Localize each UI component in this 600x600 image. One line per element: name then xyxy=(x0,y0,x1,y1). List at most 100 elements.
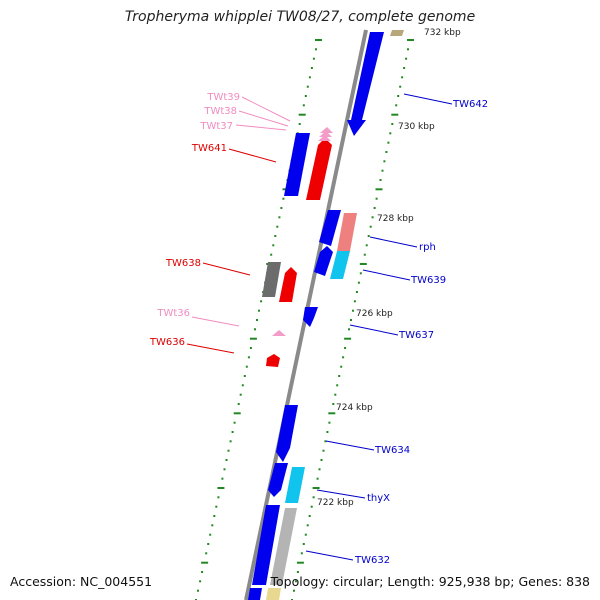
feature-TW632-blue[interactable] xyxy=(252,505,280,585)
scale-tick xyxy=(375,188,383,191)
feature-TW636-arrow[interactable] xyxy=(266,354,280,367)
scale-tick xyxy=(315,39,322,41)
feature-thyX-cyan[interactable] xyxy=(285,467,305,503)
scale-tick xyxy=(353,300,356,303)
feature-TW638-red-arrow[interactable] xyxy=(279,267,297,302)
scale-tick xyxy=(217,496,220,499)
gene-label-TWt37[interactable]: TWt37 xyxy=(199,121,233,132)
feature-TW642-arrow[interactable] xyxy=(347,32,384,136)
scale-tick xyxy=(278,216,281,219)
scale-label-726: 726 kbp xyxy=(356,309,393,319)
feature-TW637-arrow[interactable] xyxy=(303,307,318,327)
scale-tick xyxy=(231,431,234,433)
feature-TW639-blue-arrow[interactable] xyxy=(314,246,333,276)
gene-label-TW642[interactable]: TW642 xyxy=(452,99,488,110)
scale-tick xyxy=(385,151,388,153)
scale-tick xyxy=(407,39,414,41)
feature-TW639-cyan[interactable] xyxy=(330,251,350,279)
scale-tick xyxy=(298,123,301,125)
gene-label-thyX[interactable]: thyX xyxy=(367,493,390,504)
scale-tick xyxy=(237,403,240,405)
gene-label-TW639[interactable]: TW639 xyxy=(410,275,446,286)
scale-tick xyxy=(334,393,337,396)
scale-tick xyxy=(282,197,285,200)
scale-tick xyxy=(395,104,398,107)
scale-tick xyxy=(350,319,352,321)
scale-tick xyxy=(306,524,309,527)
scale-tick xyxy=(322,449,325,452)
gene-label-rph[interactable]: rph xyxy=(419,242,436,253)
scale-tick xyxy=(304,533,307,536)
leader-thyX xyxy=(316,489,366,499)
scale-tick xyxy=(336,384,339,387)
leader-TWt38 xyxy=(238,110,289,127)
scale-tick xyxy=(217,487,225,489)
scale-label-724: 724 kbp xyxy=(336,403,373,413)
scale-tick xyxy=(407,48,409,51)
scale-tick xyxy=(256,319,258,321)
gene-label-TW641[interactable]: TW641 xyxy=(191,143,227,154)
scale-tick xyxy=(241,384,244,387)
scale-tick xyxy=(375,197,378,200)
trna-TWt37-arrow[interactable] xyxy=(318,135,331,141)
feature-TW641-pseudo-arrow[interactable] xyxy=(306,138,332,200)
scale-tick xyxy=(365,244,368,247)
scale-tick xyxy=(258,309,260,312)
gene-labels: TW642 TWt39 TWt38 TWt37 TW641 rph TW638 … xyxy=(149,92,488,566)
scale-tick xyxy=(296,571,299,573)
gene-label-TWt39[interactable]: TWt39 xyxy=(206,92,240,103)
feature-TW632-gray[interactable] xyxy=(270,508,297,585)
feature-rph-blue-arrow[interactable] xyxy=(319,210,341,246)
map-title: Tropheryma whipplei TW08/27, complete ge… xyxy=(124,9,476,25)
gene-label-TW638[interactable]: TW638 xyxy=(165,258,201,269)
trna-TWt36-arrow[interactable] xyxy=(272,330,286,336)
scale-tick xyxy=(213,515,216,517)
gene-label-TW634[interactable]: TW634 xyxy=(374,445,410,456)
leader-TWt36 xyxy=(191,316,240,327)
leader-TW642 xyxy=(403,93,453,105)
scale-tick xyxy=(312,496,315,499)
scale-tick xyxy=(401,76,404,79)
scale-label-732: 732 kbp xyxy=(424,28,461,38)
feature-gray-top[interactable] xyxy=(390,30,404,36)
scale-tick xyxy=(310,505,313,508)
scale-tick xyxy=(391,123,394,125)
trna-TWt39-arrow[interactable] xyxy=(320,127,333,133)
feature-TW638-gray[interactable] xyxy=(262,262,281,297)
scale-tick xyxy=(247,356,250,359)
trna-TWt38-arrow[interactable] xyxy=(319,131,332,137)
scale-tick xyxy=(344,347,347,349)
scale-tick xyxy=(340,365,343,368)
feature-bottom-tan[interactable] xyxy=(266,588,281,600)
scale-tick xyxy=(300,552,303,555)
scale-tick xyxy=(371,216,374,219)
scale-label-722: 722 kbp xyxy=(317,498,354,508)
gene-label-TWt38[interactable]: TWt38 xyxy=(203,106,237,117)
scale-tick xyxy=(405,57,408,60)
leader-rph xyxy=(369,236,418,248)
gene-label-TW632[interactable]: TW632 xyxy=(354,555,390,566)
scale-tick xyxy=(276,225,279,228)
feature-bottom-blue[interactable] xyxy=(248,588,262,600)
gene-label-TW636[interactable]: TW636 xyxy=(149,337,185,348)
scale-tick xyxy=(379,179,382,181)
scale-tick xyxy=(359,272,362,275)
topology-text: Topology: circular; Length: 925,938 bp; … xyxy=(270,574,591,589)
feature-thyX-blue-arrow[interactable] xyxy=(268,463,288,497)
scale-tick xyxy=(302,543,305,545)
gene-label-TW637[interactable]: TW637 xyxy=(398,330,434,341)
leader-lines xyxy=(186,93,453,561)
feature-TW634-arrow[interactable] xyxy=(276,405,298,462)
scale-tick xyxy=(302,104,305,107)
gene-label-TWt36[interactable]: TWt36 xyxy=(156,308,190,319)
feature-rph-salmon[interactable] xyxy=(337,213,357,251)
scale-tick xyxy=(199,580,202,583)
feature-TW641-arrow[interactable] xyxy=(284,133,310,196)
scale-tick xyxy=(363,253,366,256)
scale-tick xyxy=(249,337,257,340)
leader-TW639 xyxy=(362,269,411,281)
scale-tick xyxy=(338,375,341,377)
scale-tick xyxy=(221,477,224,480)
scale-tick xyxy=(245,365,248,368)
